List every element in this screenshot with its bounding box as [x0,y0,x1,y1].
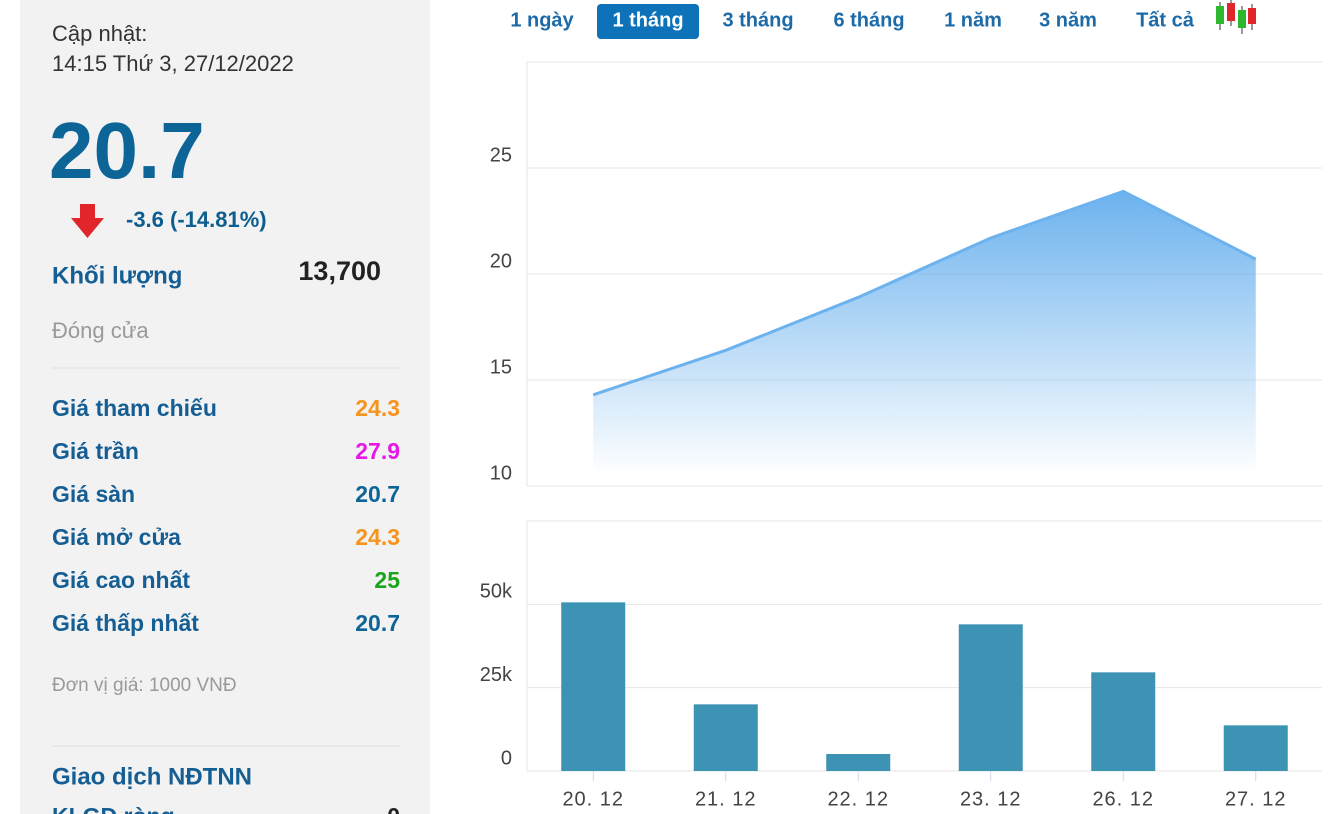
sidebar-panel [20,0,430,814]
y-tick-label: 0 [501,747,512,769]
y-tick-label: 15 [490,356,512,378]
row-label: Giá sàn [52,481,135,507]
price: 20.7 [49,106,205,195]
range-tab[interactable]: 1 tháng [597,4,699,39]
range-tab[interactable]: 1 năm [944,9,1002,31]
range-tab[interactable]: 6 tháng [833,9,904,31]
tab-label[interactable]: 3 tháng [722,9,793,31]
x-tick-label: 27. 12 [1225,788,1287,810]
price-rows: Giá tham chiếu 24.3 Giá trần 27.9 Giá sàn 20.… [52,395,400,636]
x-tick-label: 23. 12 [960,788,1022,810]
row-value: 24.3 [355,524,400,550]
row-label: Giá cao nhất [52,567,190,593]
x-tick-label: 22. 12 [827,788,889,810]
row-label: Giá trần [52,438,139,464]
x-tick-label: 21. 12 [695,788,757,810]
row-value: 20.7 [355,610,400,636]
range-tab[interactable]: 1 ngày [510,9,574,31]
x-tick-label: 26. 12 [1092,788,1154,810]
volume-bar [1091,672,1156,771]
volume-bar [826,754,891,771]
update-time: 14:15 Thứ 3, 27/12/2022 [52,51,294,76]
range-tab[interactable]: Tất cả [1136,9,1195,31]
row-label: Giá mở cửa [52,524,181,550]
y-tick-label: 20 [490,250,512,272]
row-value: 27.9 [355,438,400,464]
candlestick-toggle[interactable] [1216,0,1256,34]
volume-bar [1223,725,1288,771]
foreign-row-value: 0 [387,803,400,814]
area-fill [593,191,1256,476]
y-tick-label: 25k [480,664,513,686]
charts: 10 15 20 25 0 25k 50k 20. 12 21. 12 22. 12 23. 12 2… [480,61,1322,810]
range-tab[interactable]: 3 năm [1039,9,1097,31]
tab-label[interactable]: 6 tháng [833,9,904,31]
price-change: -3.6 (-14.81%) [126,207,267,232]
volume-bar [561,602,626,771]
tab-label[interactable]: 1 ngày [510,9,574,31]
volume-bar [693,704,758,771]
unit-note: Đơn vị giá: 1000 VNĐ [52,675,237,696]
update-label: Cập nhật: [52,21,147,46]
down-arrow-icon [71,204,104,238]
row-value: 25 [374,567,400,593]
row-label: Giá thấp nhất [52,610,199,636]
foreign-row-label: KLGD ròng [52,803,175,814]
status: Đóng cửa [52,318,149,343]
range-tab[interactable]: 3 tháng [722,9,793,31]
foreign-title: Giao dịch NĐTNN [52,763,252,790]
tab-label[interactable]: 3 năm [1039,9,1097,31]
volume-value: 13,700 [298,256,381,286]
y-tick-label: 10 [490,462,512,484]
tab-label[interactable]: Tất cả [1136,9,1195,31]
range-tabs: 1 ngày 1 tháng 3 tháng 6 tháng 1 năm 3 năm Tất… [510,4,1195,39]
tab-label[interactable]: 1 năm [944,9,1002,31]
price-line [592,189,1257,397]
volume-label: Khối lượng [52,262,182,289]
tab-label[interactable]: 1 tháng [612,9,683,31]
row-value: 24.3 [355,395,400,421]
x-tick-label: 20. 12 [562,788,624,810]
active-tab-bg [597,4,699,39]
row-value: 20.7 [355,481,400,507]
row-label: Giá tham chiếu [52,395,217,421]
volume-bar [958,624,1023,771]
y-tick-label: 50k [480,581,513,603]
y-tick-label: 25 [490,144,512,166]
